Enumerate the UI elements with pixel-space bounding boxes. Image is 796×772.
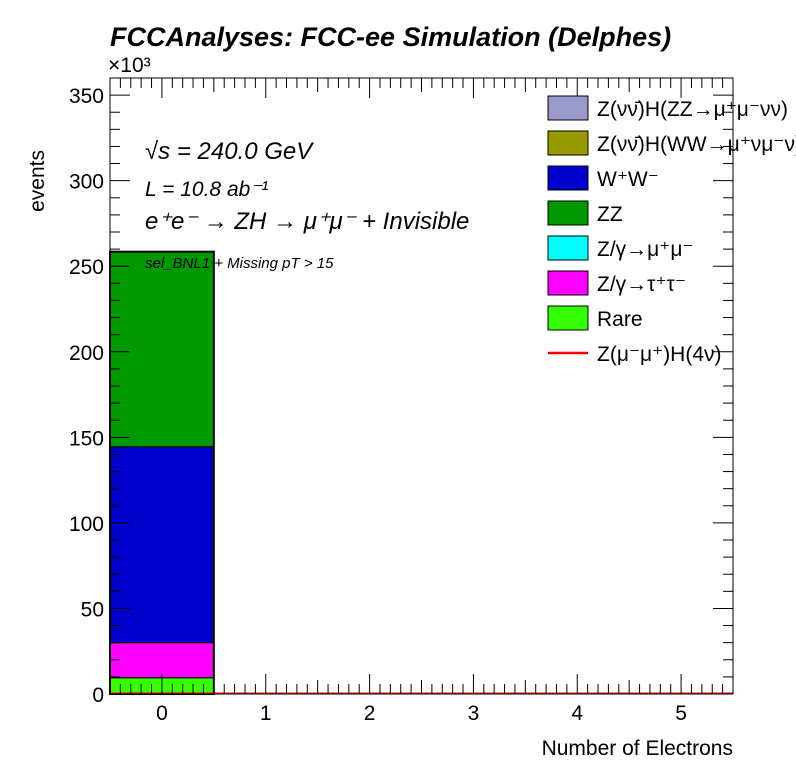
legend-label: Z/γ→τ⁺τ⁻ [597, 273, 686, 296]
legend-swatch [547, 200, 589, 226]
legend-swatch [547, 305, 589, 331]
y-tick-label: 350 [69, 85, 104, 108]
legend: Z(νν̄)H(ZZ→μ⁺μ⁻νν) Z(νν̄)H(WW→μ⁺νμ⁻ν) W⁺W⁻… [547, 95, 796, 366]
bar-segment [109, 251, 215, 448]
y-tick-label: 200 [69, 342, 104, 365]
legend-label: W⁺W⁻ [597, 168, 659, 191]
y-multiplier-label: ×10³ [108, 54, 151, 77]
bar-segment [109, 642, 215, 679]
y-axis-ticks: 0 50 100 150 200 250 300 350 [69, 77, 733, 707]
x-axis-ticks: 0 1 2 3 4 5 [119, 78, 724, 725]
y-tick-label: 50 [81, 598, 104, 621]
y-tick-label: 100 [69, 513, 104, 536]
legend-swatch [547, 270, 589, 296]
x-tick-label: 1 [260, 702, 272, 725]
y-axis-label: events [26, 150, 49, 212]
process-annotation: e⁺e⁻ → ZH → μ⁺μ⁻ + Invisible [145, 208, 469, 235]
legend-label: Z/γ→μ⁺μ⁻ [597, 238, 694, 261]
legend-swatch [547, 235, 589, 261]
y-tick-label: 250 [69, 256, 104, 279]
legend-label: Rare [597, 308, 643, 331]
bars-group [109, 250, 215, 696]
x-tick-label: 4 [571, 702, 583, 725]
legend-swatch [547, 95, 589, 121]
x-tick-label: 2 [364, 702, 376, 725]
chart-title: FCCAnalyses: FCC-ee Simulation (Delphes) [110, 22, 671, 52]
y-tick-label: 150 [69, 427, 104, 450]
y-tick-label: 300 [69, 171, 104, 194]
x-axis-label: Number of Electrons [542, 737, 733, 760]
luminosity-annotation: L = 10.8 ab⁻¹ [145, 178, 268, 201]
bar-segment [109, 446, 215, 644]
x-tick-label: 5 [675, 702, 687, 725]
selection-annotation: sel_BNL1 + Missing pT > 15 [145, 255, 334, 272]
legend-label: Z(μ⁻μ⁺)H(4ν) [597, 343, 722, 366]
sqrt-s-annotation: √s = 240.0 GeV [145, 138, 314, 165]
legend-swatch [547, 165, 589, 191]
legend-label: Z(νν̄)H(ZZ→μ⁺μ⁻νν) [597, 98, 788, 121]
legend-label: ZZ [597, 203, 623, 226]
legend-swatch [547, 130, 589, 156]
x-tick-label: 3 [468, 702, 480, 725]
x-tick-label: 0 [156, 702, 168, 725]
legend-label: Z(νν̄)H(WW→μ⁺νμ⁻ν) [597, 133, 796, 156]
y-tick-label: 0 [92, 684, 104, 707]
